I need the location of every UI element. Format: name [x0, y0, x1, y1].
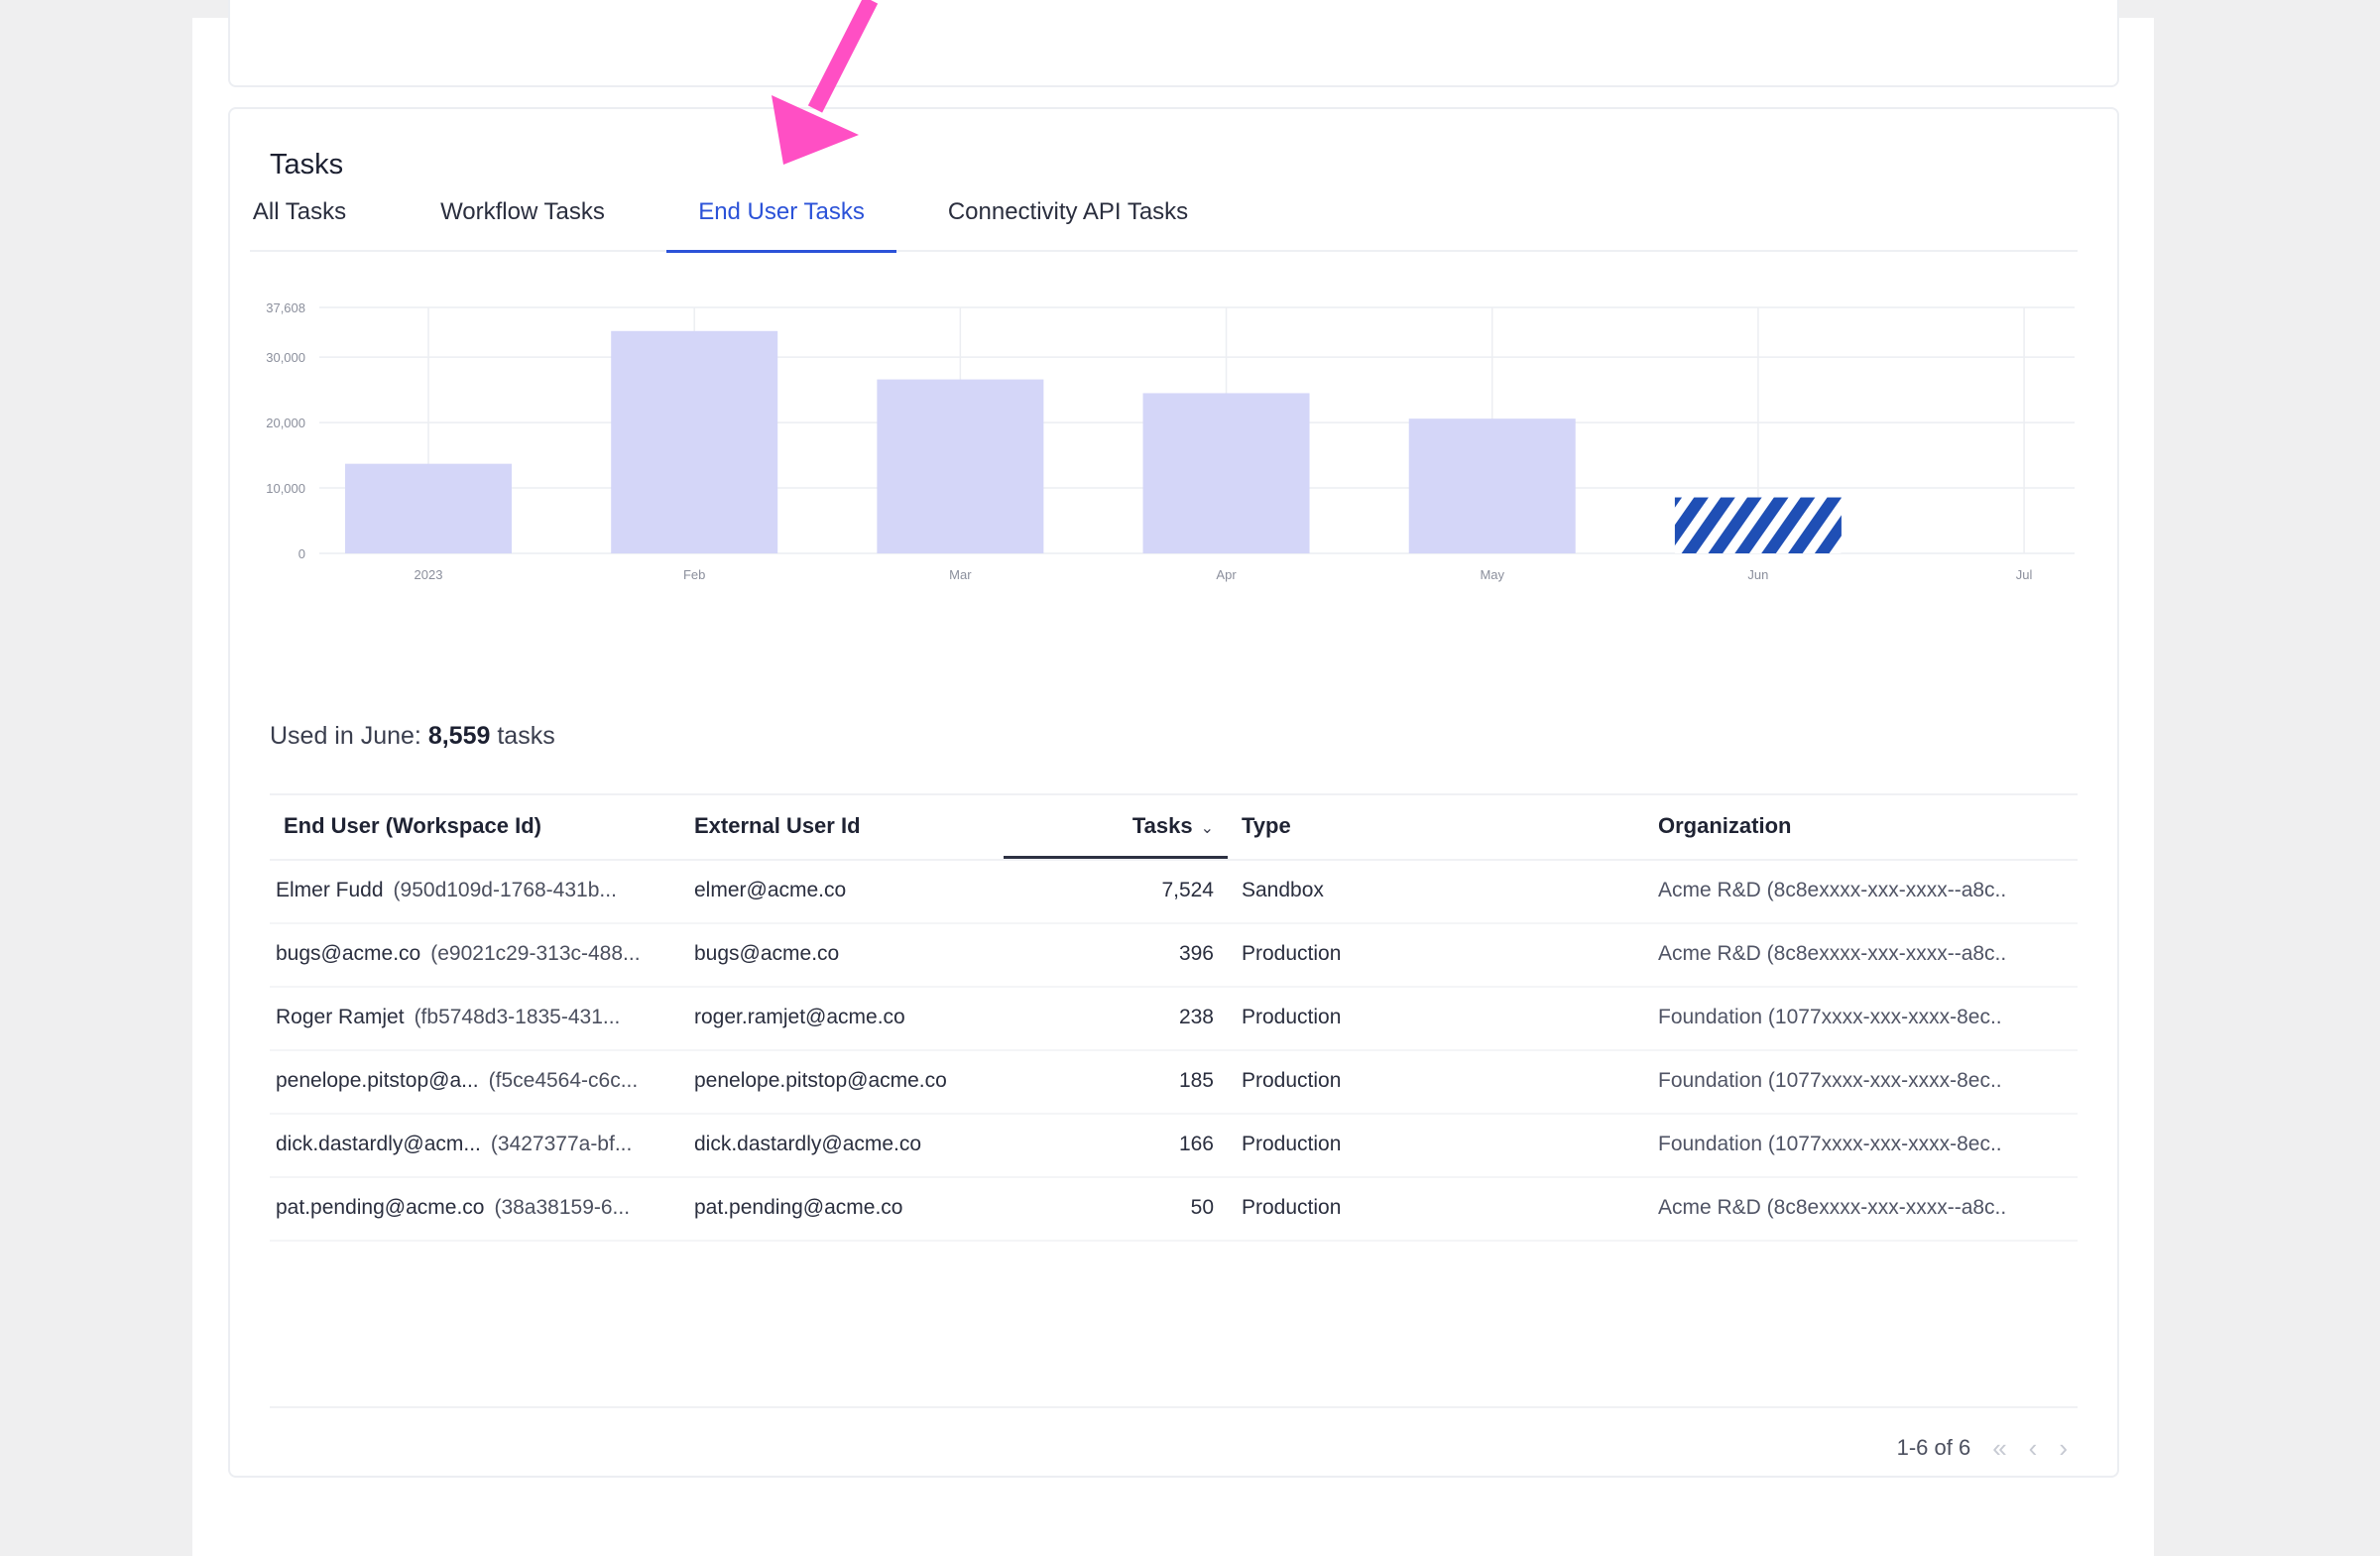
x-tick-label: Feb	[683, 567, 705, 582]
cell-organization: Acme R&D (8c8exxxx-xxx-xxxx--a8c..	[1658, 879, 2007, 901]
y-tick-label: 30,000	[266, 350, 305, 365]
x-tick-label: Apr	[1216, 567, 1237, 582]
cell-external-user-id: dick.dastardly@acme.co	[694, 1133, 922, 1155]
end-user-name: dick.dastardly@acm...	[276, 1133, 481, 1155]
pagination: 1-6 of 6 « ‹ ›	[1897, 1428, 2068, 1468]
cell-tasks: 166	[1178, 1133, 1214, 1155]
cell-organization: Acme R&D (8c8exxxx-xxx-xxxx--a8c..	[1658, 942, 2007, 965]
usage-value: 8,559	[427, 722, 491, 750]
bar-jun[interactable]	[1674, 497, 1842, 553]
tasks-tabs: All Tasks Workflow Tasks End User Tasks …	[250, 188, 2078, 253]
table-footer-divider	[270, 1406, 2078, 1408]
end-user-name: bugs@acme.co	[276, 942, 421, 965]
cell-organization: Foundation (1077xxxx-xxx-xxxx-8ec..	[1658, 1006, 2002, 1028]
cell-tasks: 7,524	[1161, 879, 1214, 901]
end-user-name: penelope.pitstop@a...	[276, 1069, 479, 1092]
cell-end-user: penelope.pitstop@a... (f5ce4564-c6c...	[276, 1051, 682, 1113]
x-tick-label: Jul	[2016, 567, 2033, 582]
bar-may[interactable]	[1408, 419, 1576, 553]
table-row[interactable]: Roger Ramjet (fb5748d3-1835-431... roger.r…	[270, 988, 2078, 1051]
cell-external-user-id: roger.ramjet@acme.co	[694, 1006, 905, 1028]
double-chevron-left-icon[interactable]: «	[1992, 1433, 2007, 1463]
cell-end-user: bugs@acme.co (e9021c29-313c-488...	[276, 924, 682, 986]
end-user-name: pat.pending@acme.co	[276, 1196, 485, 1219]
header-tasks-label: Tasks	[1131, 813, 1193, 838]
y-tick-label: 10,000	[266, 481, 305, 496]
header-organization[interactable]: Organization	[1658, 813, 1792, 838]
x-tick-label: Mar	[949, 567, 972, 582]
cell-type: Sandbox	[1242, 879, 1324, 901]
chevron-down-icon: ⌄	[1200, 820, 1214, 837]
cell-organization: Foundation (1077xxxx-xxx-xxxx-8ec..	[1658, 1133, 2002, 1155]
cell-organization: Acme R&D (8c8exxxx-xxx-xxxx--a8c..	[1658, 1196, 2007, 1219]
cell-tasks: 185	[1178, 1069, 1214, 1092]
y-tick-label: 37,608	[266, 300, 305, 315]
table-row[interactable]: Elmer Fudd (950d109d-1768-431b... elmer@ac…	[270, 861, 2078, 924]
tasks-bar-chart: 0 10,000 20,000 30,000 37,608 2023 Feb Mar Apr Ma…	[266, 300, 2075, 582]
cell-end-user: Elmer Fudd (950d109d-1768-431b...	[276, 861, 682, 922]
workspace-id: (fb5748d3-1835-431...	[414, 1006, 621, 1028]
header-external-user-id[interactable]: External User Id	[694, 813, 861, 838]
table-header: End User (Workspace Id) External User Id…	[270, 793, 2078, 861]
x-tick-label: May	[1480, 567, 1504, 582]
pagination-label: 1-6 of 6	[1896, 1435, 1971, 1460]
bar-feb[interactable]	[611, 330, 778, 553]
cell-external-user-id: elmer@acme.co	[694, 879, 847, 901]
cell-tasks: 396	[1178, 942, 1214, 965]
table-row[interactable]: penelope.pitstop@a... (f5ce4564-c6c... pen…	[270, 1051, 2078, 1115]
table-row[interactable]: pat.pending@acme.co (38a38159-6... pat.pen…	[270, 1178, 2078, 1242]
tab-workflow-tasks[interactable]: Workflow Tasks	[440, 198, 605, 225]
cell-type: Production	[1242, 1069, 1342, 1092]
workspace-id: (950d109d-1768-431b...	[393, 879, 617, 901]
workspace-id: (38a38159-6...	[494, 1196, 631, 1219]
cell-organization: Foundation (1077xxxx-xxx-xxxx-8ec..	[1658, 1069, 2002, 1092]
cell-end-user: dick.dastardly@acm... (3427377a-bf...	[276, 1115, 682, 1176]
cell-end-user: Roger Ramjet (fb5748d3-1835-431...	[276, 988, 682, 1049]
table-body: Elmer Fudd (950d109d-1768-431b... elmer@ac…	[270, 861, 2078, 1242]
page: Tasks All Tasks Workflow Tasks End User …	[192, 0, 2154, 1556]
workspace-id: (3427377a-bf...	[490, 1133, 633, 1155]
x-tick-label: 2023	[415, 567, 443, 582]
cell-external-user-id: penelope.pitstop@acme.co	[694, 1069, 947, 1092]
usage-summary: Used in June: 8,559 tasks	[270, 722, 555, 751]
card-title: Tasks	[270, 149, 344, 180]
header-type[interactable]: Type	[1242, 813, 1291, 838]
cell-external-user-id: pat.pending@acme.co	[694, 1196, 903, 1219]
cell-end-user: pat.pending@acme.co (38a38159-6...	[276, 1178, 682, 1240]
x-tick-label: Jun	[1747, 567, 1768, 582]
tab-end-user-tasks[interactable]: End User Tasks	[666, 188, 896, 253]
header-end-user[interactable]: End User (Workspace Id)	[284, 813, 541, 838]
y-tick-label: 20,000	[266, 416, 305, 430]
end-user-name: Roger Ramjet	[276, 1006, 405, 1028]
chevron-right-icon[interactable]: ›	[2059, 1433, 2068, 1463]
table-row[interactable]: dick.dastardly@acm... (3427377a-bf... dick…	[270, 1115, 2078, 1178]
y-tick-label: 0	[298, 546, 305, 561]
bar-2023[interactable]	[345, 463, 512, 553]
workspace-id: (f5ce4564-c6c...	[488, 1069, 639, 1092]
previous-card	[228, 0, 2119, 87]
bar-apr[interactable]	[1142, 393, 1310, 553]
cell-type: Production	[1242, 1133, 1342, 1155]
cell-type: Production	[1242, 1196, 1342, 1219]
table-row[interactable]: bugs@acme.co (e9021c29-313c-488... bugs@ac…	[270, 924, 2078, 988]
tasks-card: Tasks All Tasks Workflow Tasks End User …	[228, 107, 2119, 1478]
tab-all-tasks[interactable]: All Tasks	[252, 198, 347, 225]
tab-connectivity-api-tasks[interactable]: Connectivity API Tasks	[947, 198, 1189, 225]
cell-tasks: 238	[1178, 1006, 1214, 1028]
bar-mar[interactable]	[877, 379, 1044, 553]
end-user-name: Elmer Fudd	[276, 879, 384, 901]
cell-external-user-id: bugs@acme.co	[694, 942, 840, 965]
cell-tasks: 50	[1190, 1196, 1214, 1219]
cell-type: Production	[1242, 942, 1342, 965]
usage-suffix: tasks	[497, 722, 555, 750]
usage-prefix: Used in June:	[270, 722, 421, 750]
pink-arrow-icon	[772, 0, 879, 165]
end-user-tasks-table: End User (Workspace Id) External User Id…	[270, 793, 2078, 1242]
workspace-id: (e9021c29-313c-488...	[430, 942, 641, 965]
header-tasks[interactable]: Tasks ⌄	[1004, 795, 1228, 859]
chevron-left-icon[interactable]: ‹	[2028, 1433, 2038, 1463]
cell-type: Production	[1242, 1006, 1342, 1028]
